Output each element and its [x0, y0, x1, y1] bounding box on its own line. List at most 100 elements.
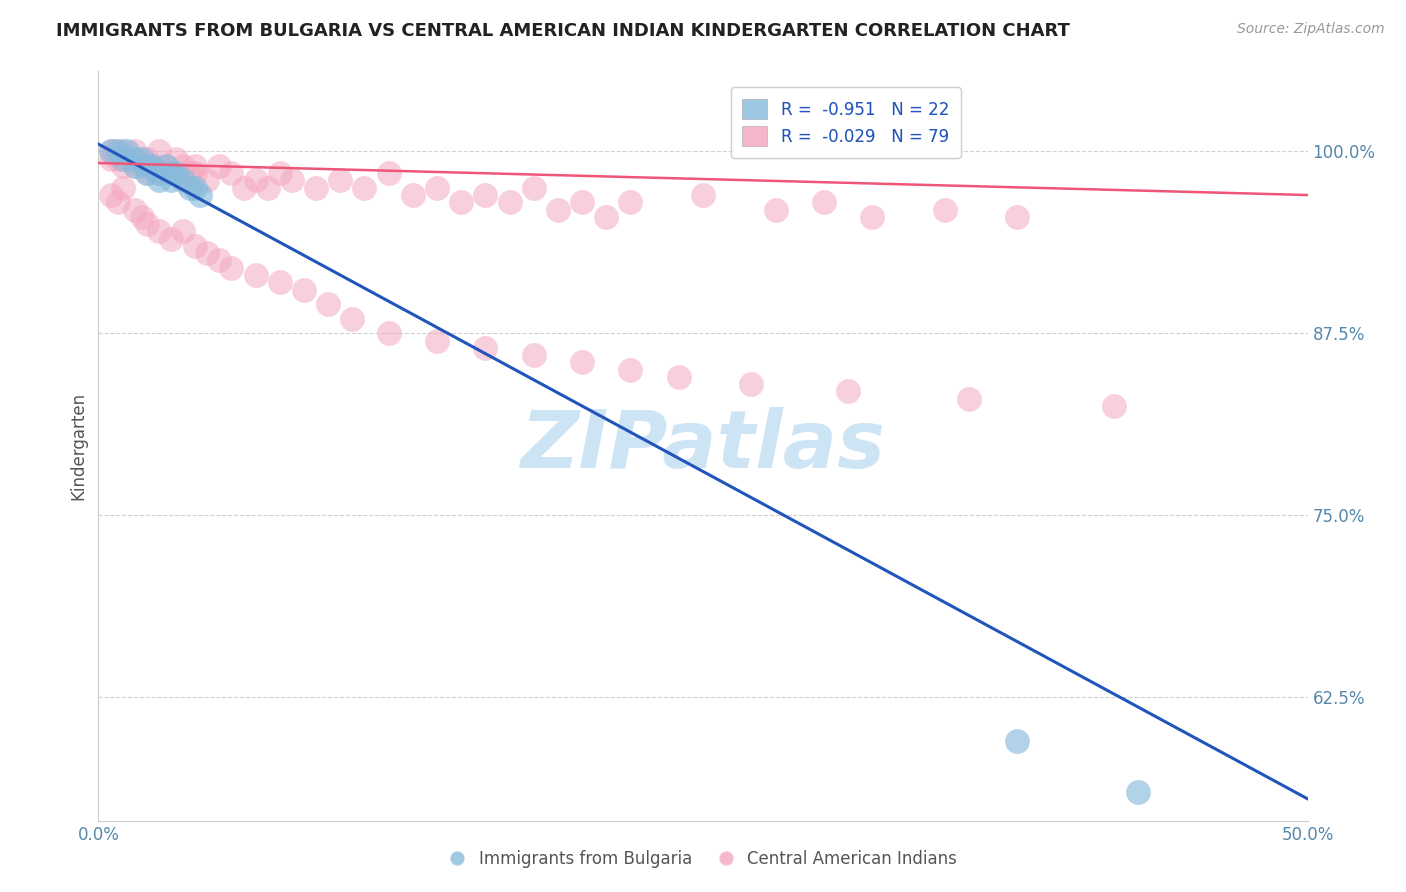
Point	[474, 341, 496, 355]
Point	[165, 166, 187, 180]
Point	[184, 166, 207, 180]
Point	[1007, 733, 1029, 747]
Y-axis label: Kindergarten: Kindergarten	[69, 392, 87, 500]
Point	[172, 224, 194, 238]
Point	[1007, 210, 1029, 224]
Point	[934, 202, 956, 217]
Point	[148, 166, 170, 180]
Point	[107, 145, 129, 159]
Point	[100, 152, 122, 166]
Point	[124, 159, 146, 173]
Point	[619, 195, 641, 210]
Point	[117, 145, 139, 159]
Point	[155, 159, 177, 173]
Point	[377, 166, 399, 180]
Text: ZIPatlas: ZIPatlas	[520, 407, 886, 485]
Point	[160, 166, 183, 180]
Point	[221, 166, 243, 180]
Legend: R =  -0.951   N = 22, R =  -0.029   N = 79: R = -0.951 N = 22, R = -0.029 N = 79	[731, 87, 960, 158]
Point	[135, 217, 157, 231]
Point	[547, 202, 569, 217]
Point	[860, 210, 883, 224]
Point	[245, 268, 267, 282]
Point	[426, 180, 449, 194]
Point	[619, 362, 641, 376]
Point	[195, 246, 218, 260]
Point	[813, 195, 835, 210]
Point	[135, 166, 157, 180]
Point	[117, 152, 139, 166]
Point	[124, 152, 146, 166]
Point	[111, 152, 134, 166]
Point	[402, 188, 425, 202]
Point	[148, 224, 170, 238]
Point	[232, 180, 254, 194]
Point	[195, 173, 218, 187]
Point	[281, 173, 304, 187]
Point	[160, 232, 183, 246]
Point	[124, 202, 146, 217]
Point	[100, 145, 122, 159]
Point	[426, 334, 449, 348]
Point	[269, 276, 291, 290]
Point	[208, 159, 231, 173]
Point	[131, 152, 153, 166]
Point	[135, 152, 157, 166]
Point	[155, 159, 177, 173]
Point	[765, 202, 787, 217]
Text: IMMIGRANTS FROM BULGARIA VS CENTRAL AMERICAN INDIAN KINDERGARTEN CORRELATION CHA: IMMIGRANTS FROM BULGARIA VS CENTRAL AMER…	[56, 22, 1070, 40]
Point	[148, 166, 170, 180]
Point	[474, 188, 496, 202]
Point	[184, 239, 207, 253]
Point	[148, 145, 170, 159]
Point	[208, 253, 231, 268]
Point	[141, 159, 163, 173]
Point	[292, 283, 315, 297]
Point	[111, 159, 134, 173]
Point	[957, 392, 980, 406]
Point	[172, 159, 194, 173]
Point	[316, 297, 339, 311]
Point	[740, 377, 762, 392]
Point	[353, 180, 375, 194]
Point	[692, 188, 714, 202]
Point	[100, 145, 122, 159]
Point	[595, 210, 617, 224]
Point	[1102, 399, 1125, 413]
Point	[377, 326, 399, 341]
Point	[111, 145, 134, 159]
Point	[245, 173, 267, 187]
Point	[523, 180, 546, 194]
Point	[179, 180, 201, 194]
Point	[498, 195, 520, 210]
Point	[107, 152, 129, 166]
Point	[179, 166, 201, 180]
Point	[165, 152, 187, 166]
Point	[135, 159, 157, 173]
Point	[571, 355, 593, 369]
Point	[141, 159, 163, 173]
Point	[221, 260, 243, 275]
Point	[184, 180, 207, 194]
Point	[100, 188, 122, 202]
Point	[342, 311, 364, 326]
Point	[256, 180, 278, 194]
Point	[269, 166, 291, 180]
Point	[184, 159, 207, 173]
Point	[104, 145, 127, 159]
Point	[172, 173, 194, 187]
Point	[107, 195, 129, 210]
Point	[160, 166, 183, 180]
Point	[135, 166, 157, 180]
Point	[131, 159, 153, 173]
Point	[571, 195, 593, 210]
Point	[668, 370, 690, 384]
Text: Source: ZipAtlas.com: Source: ZipAtlas.com	[1237, 22, 1385, 37]
Point	[160, 173, 183, 187]
Point	[450, 195, 472, 210]
Point	[305, 180, 328, 194]
Point	[329, 173, 352, 187]
Point	[131, 210, 153, 224]
Point	[111, 180, 134, 194]
Legend: Immigrants from Bulgaria, Central American Indians: Immigrants from Bulgaria, Central Americ…	[443, 844, 963, 875]
